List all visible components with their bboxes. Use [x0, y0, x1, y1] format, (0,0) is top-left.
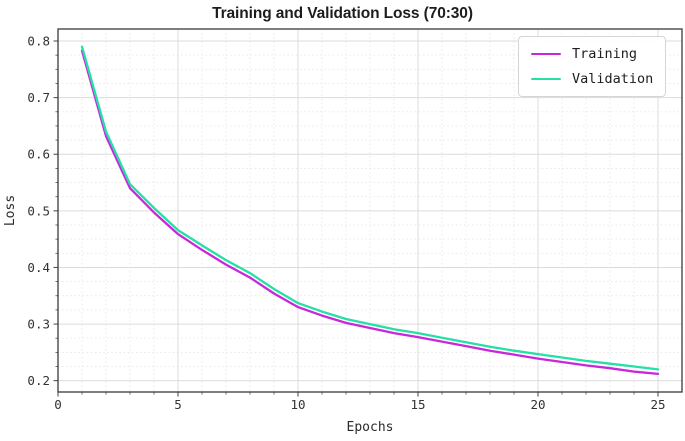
x-tick-label: 20 [530, 397, 545, 412]
x-axis-label: Epochs [347, 420, 394, 435]
y-tick-label: 0.6 [27, 147, 50, 162]
y-tick-label: 0.3 [27, 317, 50, 332]
y-tick-label: 0.7 [27, 90, 50, 105]
series-line-training [80, 49, 660, 376]
legend-item-validation: Validation [531, 69, 653, 89]
legend-label-training: Training [572, 46, 638, 62]
training-line-swatch [531, 52, 561, 56]
x-tick-label: 25 [650, 397, 665, 412]
y-tick-label: 0.4 [27, 260, 50, 275]
legend-label-validation: Validation [572, 71, 654, 87]
x-tick-label: 5 [174, 397, 182, 412]
chart-title: Training and Validation Loss (70:30) [212, 5, 473, 22]
y-axis-label: Loss [3, 195, 18, 226]
validation-line-swatch [531, 77, 561, 81]
y-tick-label: 0.2 [27, 373, 50, 388]
plot-border [57, 28, 683, 393]
x-tick-label: 0 [54, 397, 62, 412]
y-tick-label: 0.5 [27, 203, 50, 218]
x-tick-label: 15 [410, 397, 425, 412]
legend-item-training: Training [531, 44, 653, 64]
series-line-validation [80, 45, 660, 371]
y-tick-label: 0.8 [27, 34, 50, 49]
legend: Training Validation [518, 36, 667, 97]
x-tick-label: 10 [290, 397, 305, 412]
